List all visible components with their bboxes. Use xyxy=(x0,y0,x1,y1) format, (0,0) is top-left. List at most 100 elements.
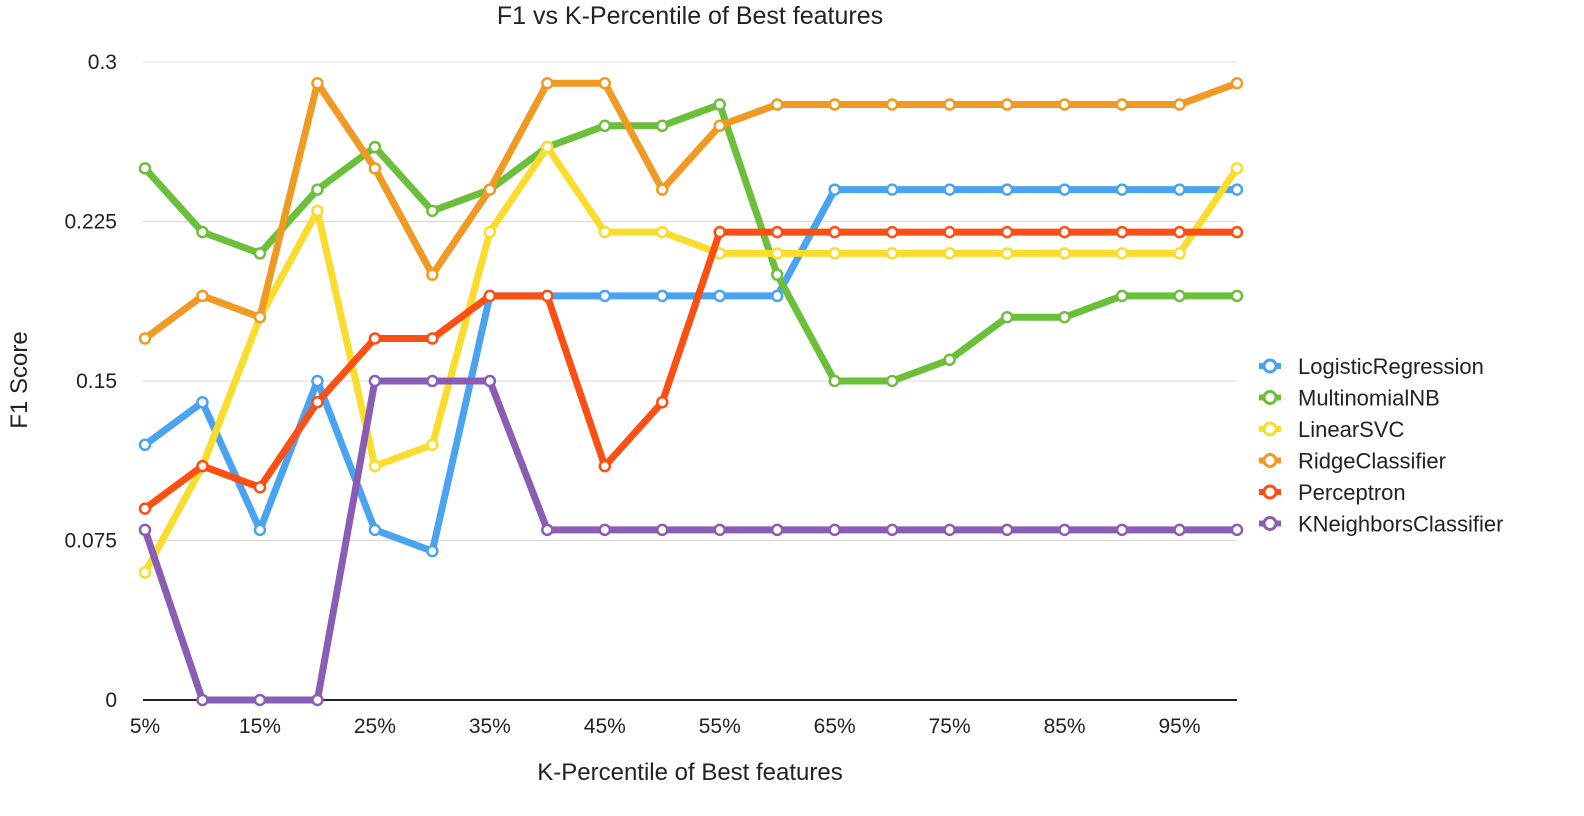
data-point xyxy=(1173,523,1186,537)
data-point xyxy=(1115,289,1129,303)
data-point xyxy=(885,374,899,388)
legend-item: KNeighborsClassifier xyxy=(1259,512,1503,537)
legend-item: LinearSVC xyxy=(1259,417,1405,442)
data-point xyxy=(713,523,726,537)
data-point xyxy=(253,523,267,537)
data-point xyxy=(1058,247,1071,260)
data-point xyxy=(196,396,209,409)
data-point xyxy=(426,438,439,452)
data-point xyxy=(138,523,152,537)
data-point xyxy=(541,77,554,90)
y-axis-title: F1 Score xyxy=(6,331,33,428)
data-point xyxy=(1115,98,1129,111)
data-point xyxy=(885,98,899,111)
y-tick-label: 0.3 xyxy=(88,51,117,74)
data-point xyxy=(541,523,554,537)
legend-marker xyxy=(1262,453,1278,468)
x-tick-label: 45% xyxy=(584,715,626,738)
y-tick-label: 0.15 xyxy=(76,370,117,393)
series-line xyxy=(141,101,1241,385)
data-point xyxy=(598,523,612,537)
data-point xyxy=(311,77,324,90)
series-line xyxy=(141,377,1241,704)
chart-title: F1 vs K-Percentile of Best features xyxy=(497,2,883,30)
data-point xyxy=(311,396,324,409)
data-point xyxy=(1115,523,1129,537)
data-point xyxy=(138,438,152,452)
x-tick-label: 55% xyxy=(699,715,741,738)
data-point xyxy=(1000,523,1014,537)
x-tick-label: 5% xyxy=(130,715,160,738)
data-point xyxy=(1230,225,1244,239)
x-tick-label: 15% xyxy=(239,715,281,738)
legend-item: Perceptron xyxy=(1259,480,1406,505)
data-point xyxy=(598,459,612,473)
data-point xyxy=(1115,225,1129,239)
data-point xyxy=(426,268,439,281)
data-point xyxy=(253,310,267,324)
data-point xyxy=(828,225,841,239)
data-point xyxy=(253,693,267,707)
data-point xyxy=(483,374,497,388)
data-point xyxy=(943,247,956,260)
data-point xyxy=(368,523,382,537)
data-point xyxy=(426,204,439,218)
data-point xyxy=(138,332,152,345)
data-point xyxy=(1058,183,1071,196)
data-point xyxy=(885,183,899,196)
data-point xyxy=(368,140,382,154)
x-tick-label: 75% xyxy=(929,715,971,738)
legend-item: RidgeClassifier xyxy=(1259,449,1446,474)
y-axis-ticks: 0 0.075 0.15 0.225 0.3 xyxy=(64,51,117,712)
legend-marker xyxy=(1262,484,1278,500)
x-tick-label: 85% xyxy=(1044,715,1086,738)
data-point xyxy=(368,374,382,388)
series-perceptron xyxy=(138,225,1244,515)
legend-label: LinearSVC xyxy=(1298,417,1405,442)
data-point xyxy=(196,459,209,473)
data-point xyxy=(1230,77,1244,90)
data-point xyxy=(828,523,841,537)
legend-marker xyxy=(1262,421,1278,437)
data-point xyxy=(368,459,382,473)
data-point xyxy=(311,374,324,388)
data-point xyxy=(713,119,726,133)
data-point xyxy=(311,204,324,218)
x-tick-label: 65% xyxy=(814,715,856,738)
series-line xyxy=(141,79,1241,342)
data-point xyxy=(483,289,497,303)
data-point xyxy=(1000,183,1014,196)
data-point xyxy=(828,374,841,388)
data-point xyxy=(770,289,784,303)
x-tick-label: 95% xyxy=(1159,715,1201,738)
data-point xyxy=(885,247,899,260)
data-point xyxy=(656,289,669,303)
x-axis-ticks: 5% 15% 25% 35% 45% 55% 65% 75% 85% 95% xyxy=(130,715,1201,738)
data-point xyxy=(1230,162,1244,175)
data-point xyxy=(1058,225,1071,239)
data-point xyxy=(1058,98,1071,111)
data-point xyxy=(483,183,497,196)
data-point xyxy=(1230,523,1244,537)
data-point xyxy=(656,396,669,409)
legend-marker xyxy=(1262,516,1278,531)
data-point xyxy=(541,140,554,154)
data-point xyxy=(943,225,956,239)
data-point xyxy=(1173,247,1186,260)
data-point xyxy=(713,225,726,239)
gridlines xyxy=(143,61,1237,541)
series-multinomialnb xyxy=(138,98,1244,388)
data-point xyxy=(138,502,152,515)
x-tick-label: 25% xyxy=(354,715,396,738)
series-line xyxy=(141,143,1241,576)
legend: LogisticRegression MultinomialNB LinearSVC… xyxy=(1259,354,1503,537)
data-point xyxy=(1058,310,1071,324)
data-point xyxy=(598,225,612,239)
legend-label: RidgeClassifier xyxy=(1298,449,1446,474)
legend-label: KNeighborsClassifier xyxy=(1298,512,1503,537)
data-point xyxy=(196,289,209,303)
legend-label: Perceptron xyxy=(1298,480,1406,505)
data-point xyxy=(943,353,956,366)
data-point xyxy=(1173,183,1186,196)
data-point xyxy=(138,566,152,579)
